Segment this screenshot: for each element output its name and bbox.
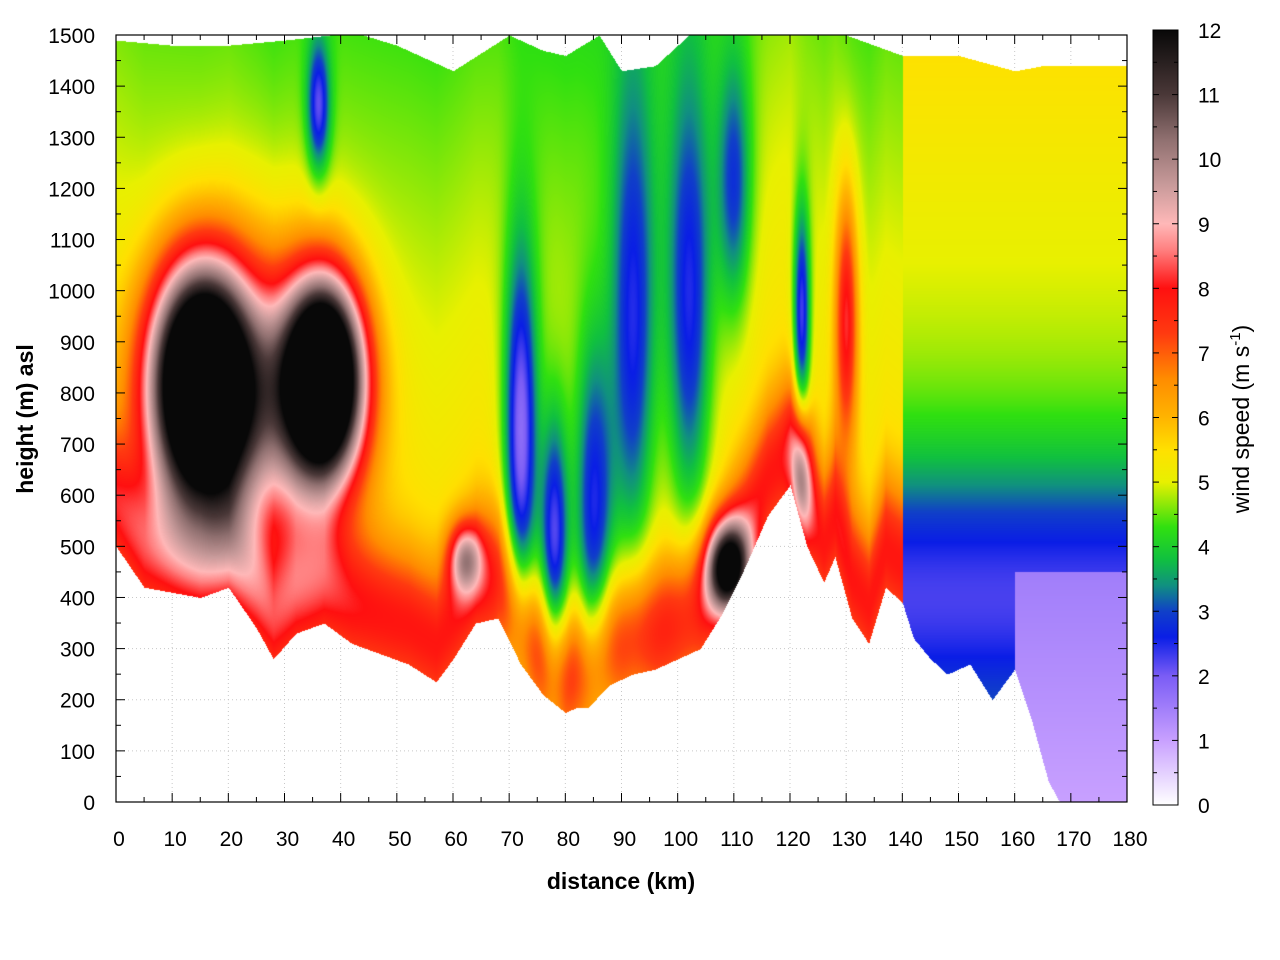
y-tick-label: 0 xyxy=(83,792,95,815)
x-tick-label: 140 xyxy=(888,828,923,851)
colorbar-tick-label: 7 xyxy=(1198,343,1210,366)
y-axis-ticks: 0 100 200 300 400 500 600 700 800 900 1000 1100 1200… xyxy=(48,25,1127,815)
x-tick-label: 30 xyxy=(276,828,299,851)
colorbar-tick-label: 6 xyxy=(1198,408,1210,431)
y-tick-label: 1400 xyxy=(48,76,95,99)
y-tick-label: 200 xyxy=(60,690,95,713)
x-tick-label: 10 xyxy=(163,828,186,851)
colorbar-tick-label: 11 xyxy=(1198,85,1220,108)
y-tick-label: 700 xyxy=(60,434,95,457)
colorbar-tick-label: 3 xyxy=(1198,601,1210,624)
colorbar-tick-label: 0 xyxy=(1198,795,1210,818)
y-axis-label: height (m) asl xyxy=(12,344,38,494)
x-tick-label: 20 xyxy=(220,828,243,851)
y-tick-label: 1100 xyxy=(50,230,95,253)
x-tick-label: 120 xyxy=(775,828,810,851)
colorbar-tick-label: 4 xyxy=(1198,537,1210,560)
y-tick-label: 1300 xyxy=(48,127,95,150)
colorbar-tick-label: 9 xyxy=(1198,214,1210,237)
x-tick-label: 80 xyxy=(557,828,580,851)
colorbar-label-main: wind speed (m s xyxy=(1228,346,1254,514)
colorbar-tick-label: 2 xyxy=(1198,666,1210,689)
y-tick-label: 1500 xyxy=(48,25,95,48)
colorbar-tick-label: 5 xyxy=(1198,472,1210,495)
colorbar-tick-label: 8 xyxy=(1198,278,1210,301)
colorbar-label-close: ) xyxy=(1228,325,1254,333)
wind-speed-field xyxy=(116,35,1127,802)
x-tick-label: 50 xyxy=(388,828,411,851)
colorbar-tick-label: 12 xyxy=(1198,20,1221,43)
x-tick-label: 70 xyxy=(500,828,523,851)
y-tick-label: 900 xyxy=(60,332,95,355)
x-axis-ticks: 0 10 20 30 40 50 60 70 80 90 100 110 120 130 140 150 160… xyxy=(113,35,1148,851)
x-tick-label: 180 xyxy=(1112,828,1147,851)
x-tick-label: 160 xyxy=(1000,828,1035,851)
x-tick-label: 0 xyxy=(113,828,125,851)
x-axis-label: distance (km) xyxy=(547,868,695,894)
x-tick-label: 110 xyxy=(720,828,753,851)
x-tick-label: 130 xyxy=(832,828,867,851)
x-tick-label: 100 xyxy=(663,828,698,851)
heatmap-field xyxy=(116,35,1127,802)
y-tick-label: 600 xyxy=(60,485,95,508)
y-tick-label: 400 xyxy=(60,587,95,610)
x-tick-label: 150 xyxy=(944,828,979,851)
x-tick-label: 40 xyxy=(332,828,355,851)
colorbar-tick-label: 1 xyxy=(1198,730,1210,753)
y-tick-label: 800 xyxy=(60,383,95,406)
y-tick-label: 500 xyxy=(60,536,95,559)
colorbar-tick-label: 10 xyxy=(1198,149,1221,172)
colorbar-label: wind speed (m s-1) xyxy=(1227,325,1254,514)
x-tick-label: 60 xyxy=(444,828,467,851)
colorbar-label-exponent: -1 xyxy=(1227,332,1244,345)
y-tick-label: 1200 xyxy=(48,178,95,201)
y-tick-label: 100 xyxy=(60,741,95,764)
x-tick-label: 90 xyxy=(613,828,636,851)
y-tick-label: 1000 xyxy=(48,281,95,304)
x-tick-label: 170 xyxy=(1056,828,1091,851)
y-tick-label: 300 xyxy=(60,639,95,662)
